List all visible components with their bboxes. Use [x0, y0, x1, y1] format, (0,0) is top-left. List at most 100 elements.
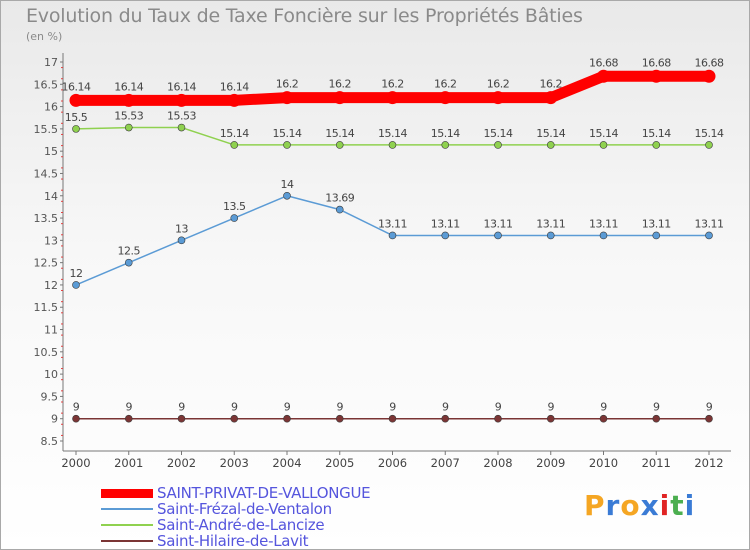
data-point	[283, 141, 291, 149]
logo-letter: P	[584, 489, 606, 522]
data-label: 16.68	[642, 56, 671, 69]
data-label: 16.14	[62, 80, 91, 93]
data-point	[546, 231, 555, 240]
data-label: 9	[126, 401, 133, 414]
y-tick-label: 15.5	[34, 123, 59, 136]
data-point	[599, 141, 608, 149]
data-point	[177, 236, 186, 245]
data-point	[335, 205, 344, 214]
series-line	[75, 195, 710, 286]
data-point	[124, 258, 133, 267]
data-label: 16.2	[540, 78, 563, 91]
data-label: 9	[600, 401, 607, 414]
legend-item: Saint-André-de-Lancize	[101, 516, 370, 534]
data-point	[649, 69, 663, 83]
legend-swatch	[101, 488, 153, 498]
x-tick-label: 2005	[325, 456, 354, 470]
data-point	[441, 414, 450, 423]
data-point	[333, 91, 347, 105]
data-point	[652, 414, 661, 423]
data-point	[546, 141, 555, 149]
data-point	[230, 414, 239, 423]
legend-item: Saint-Hilaire-de-Lavit	[101, 532, 370, 549]
data-label: 13.5	[223, 200, 246, 213]
data-label: 15.14	[695, 127, 724, 140]
proxiti-logo: Proxiti	[584, 489, 695, 522]
data-point	[230, 214, 239, 222]
data-label: 16.14	[167, 80, 196, 93]
y-tick-label: 8.5	[41, 435, 59, 448]
logo-letter: i	[659, 489, 671, 522]
series-comparison: 9 9 9 9 9 9 9 9 9 9 9 9 9	[72, 401, 713, 423]
x-tick-label: 2002	[167, 456, 196, 470]
data-label: 12	[70, 267, 83, 280]
x-tick-label: 2001	[114, 456, 143, 470]
data-label: 16.2	[329, 78, 352, 91]
data-point	[175, 93, 188, 107]
data-point	[438, 91, 452, 105]
x-tick-label: 2007	[431, 456, 460, 470]
data-point	[494, 231, 502, 240]
data-point	[388, 141, 397, 149]
data-point	[652, 141, 661, 149]
data-point	[597, 69, 610, 83]
data-label: 16.2	[487, 78, 510, 91]
y-tick-label: 9.5	[41, 390, 59, 403]
x-tick-label: 2012	[694, 456, 723, 470]
chart-title: Evolution du Taux de Taxe Foncière sur l…	[26, 5, 583, 27]
data-point	[388, 414, 397, 423]
data-label: 15.14	[378, 127, 407, 140]
data-point	[335, 141, 344, 149]
y-tick-label: 10.5	[34, 346, 59, 359]
legend-item: Saint-Frézal-de-Ventalon	[101, 500, 370, 518]
y-tick-label: 12	[44, 279, 58, 292]
data-point	[386, 91, 399, 105]
data-point	[230, 141, 239, 149]
y-tick-label: 14	[44, 190, 58, 203]
x-tick-label: 2008	[483, 456, 512, 470]
y-tick-label: 12.5	[34, 257, 59, 270]
x-tick-label: 2010	[589, 456, 618, 470]
x-tick-label: 2000	[61, 456, 90, 470]
data-label: 16.2	[434, 78, 457, 91]
data-label: 9	[653, 401, 660, 414]
data-label: 13.11	[536, 217, 565, 230]
data-label: 15.14	[220, 127, 249, 140]
chart-series: 12 12.5 13 13.5 14 13.69 13.11 13.11 13.11 13.11 1…	[62, 56, 724, 423]
legend-swatch	[101, 524, 153, 526]
data-point	[652, 231, 661, 240]
data-label: 15.14	[589, 127, 618, 140]
data-point	[705, 231, 713, 240]
chart-axes: 8.5 9 9.5 10 10.5 11 11.5 12 12.5 13 13.5 14 14.5 15 1…	[34, 53, 731, 470]
data-point	[599, 231, 608, 240]
x-tick-label: 2009	[536, 456, 565, 470]
data-label: 13.11	[695, 217, 724, 230]
data-point	[494, 141, 502, 149]
x-tick-label: 2011	[642, 456, 671, 470]
data-label: 9	[178, 401, 185, 414]
legend-label: Saint-Frézal-de-Ventalon	[157, 500, 332, 518]
x-tick-label: 2003	[220, 456, 249, 470]
data-label: 13.11	[642, 217, 671, 230]
data-label: 9	[389, 401, 396, 414]
data-point	[177, 123, 186, 132]
data-label: 16.2	[276, 78, 299, 91]
y-tick-label: 13	[44, 234, 58, 247]
data-label: 15.14	[642, 127, 671, 140]
chart-legend: SAINT-PRIVAT-DE-VALLONGUE Saint-Frézal-d…	[101, 484, 371, 549]
y-tick-label: 13.5	[34, 212, 59, 225]
data-label: 9	[284, 401, 291, 414]
legend-label: SAINT-PRIVAT-DE-VALLONGUE	[157, 484, 371, 502]
y-tick-label: 9	[51, 413, 58, 426]
logo-letter: r	[605, 489, 621, 522]
data-point	[599, 414, 608, 423]
data-label: 13.69	[325, 192, 354, 205]
data-label: 16.68	[695, 56, 724, 69]
y-tick-label: 11	[44, 324, 58, 337]
data-point	[705, 141, 713, 149]
data-point	[283, 191, 291, 200]
data-label: 16.2	[381, 78, 404, 91]
data-point	[705, 414, 713, 423]
data-label: 16.68	[589, 56, 618, 69]
